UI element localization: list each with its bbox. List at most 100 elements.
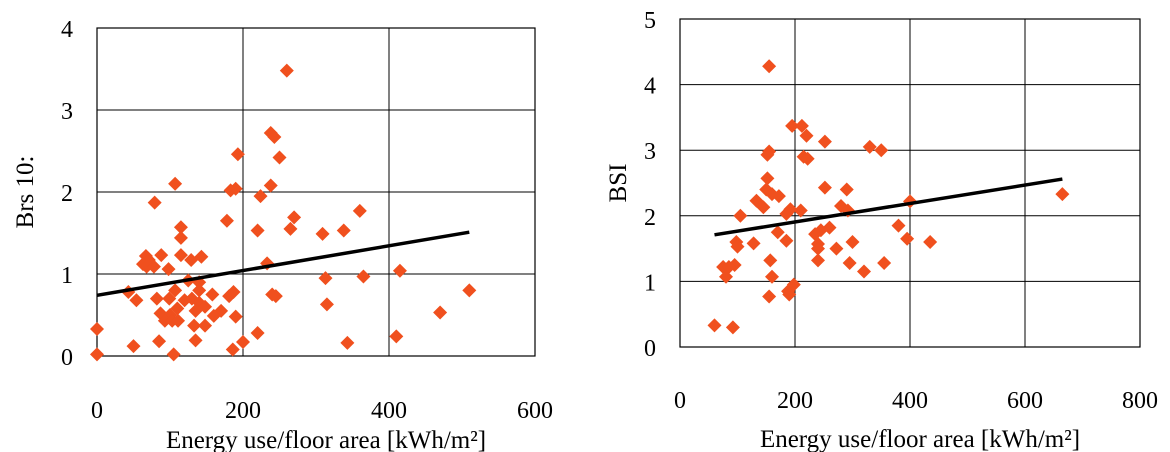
x-tick-label: 400 [892,388,928,414]
data-point [842,256,857,271]
data-point [154,248,169,263]
x-tick-label: 200 [225,398,261,424]
y-tick-label: 0 [61,345,73,371]
data-point [782,287,797,302]
data-point [188,303,203,318]
data-point [250,223,265,238]
chart-panel-bsi: 0 200 400 600 800 0 1 2 3 4 5 Energy use/floor area… [585,0,1170,452]
y-tick-label: 5 [644,8,656,34]
data-point [129,293,144,308]
data-point [192,283,207,298]
data-point [222,289,237,304]
y-tick-label: 3 [61,99,73,125]
y-tick-label: 4 [61,17,73,43]
x-tick-label: 600 [1007,388,1043,414]
data-point [268,289,283,304]
data-point [770,225,785,240]
data-point [707,318,722,333]
data-point [225,342,240,357]
y-axis-title: Brs 10: [12,156,39,229]
data-point [166,347,181,362]
data-point [1055,187,1070,202]
data-point [230,147,245,162]
data-point [389,329,404,344]
data-point [877,256,892,271]
data-point [287,210,302,225]
data-point [762,289,777,304]
data-point [719,269,733,284]
data-point [168,283,183,298]
trendline [714,177,1063,237]
x-tick-label: 600 [517,398,553,424]
data-point [319,297,334,312]
y-tick-label: 1 [644,270,656,296]
data-point [786,277,801,292]
data-point [250,326,265,341]
data-point [263,178,278,193]
data-point [793,203,808,218]
data-point [874,143,889,158]
data-point [90,321,104,336]
data-point [173,248,188,263]
x-tick-label: 200 [777,388,813,414]
data-point [356,269,371,284]
data-point [206,308,221,323]
data-point [184,253,199,268]
y-tick-label: 2 [644,205,656,231]
y-tick-label: 4 [644,74,656,100]
data-point [765,269,779,284]
data-point [839,182,854,197]
data-point [392,263,407,278]
data-point [157,313,172,328]
trendline [96,230,470,298]
x-tick-label: 0 [674,388,686,414]
y-tick-label: 3 [644,139,656,165]
data-point [318,271,333,286]
data-point [762,59,777,74]
y-tick-label: 1 [61,263,73,289]
y-axis-title: BSI [605,164,632,203]
data-point [891,218,906,233]
data-point [315,226,330,241]
x-axis-title: Energy use/floor area [kWh/m²] [760,426,1080,452]
y-tick-label: 0 [644,336,656,362]
data-point [198,318,213,333]
x-tick-label: 800 [1122,388,1158,414]
data-point [267,130,282,145]
data-point [433,305,448,320]
data-point [811,241,825,256]
data-point [336,223,351,238]
plot-frame [679,18,1141,348]
data-point [845,235,860,250]
data-point [90,347,104,362]
data-point [126,339,141,354]
data-point [800,151,815,166]
chart-bsi-scatter: 0 200 400 600 800 0 1 2 3 4 5 Energy use/floor area… [605,8,1158,452]
data-point [779,233,794,248]
data-point [283,221,298,236]
data-point [173,230,188,245]
data-point [149,291,164,306]
data-point [188,333,203,348]
x-axis-title: Energy use/floor area [kWh/m²] [166,427,486,452]
data-point [900,231,915,246]
data-point [862,139,877,154]
data-point [771,189,786,204]
data-point [173,220,188,235]
data-point [829,241,844,256]
data-point [161,262,176,277]
data-point [152,334,167,349]
data-point [785,118,800,133]
data-point [462,283,477,298]
data-point [817,134,832,149]
data-point [219,213,234,228]
data-point [272,150,287,165]
data-point [725,320,740,335]
plot-frame [96,27,536,357]
data-point [147,195,162,210]
x-tick-label: 400 [371,398,407,424]
data-point [228,309,243,324]
data-point [236,335,250,350]
data-point [223,183,238,198]
data-point [811,253,825,268]
